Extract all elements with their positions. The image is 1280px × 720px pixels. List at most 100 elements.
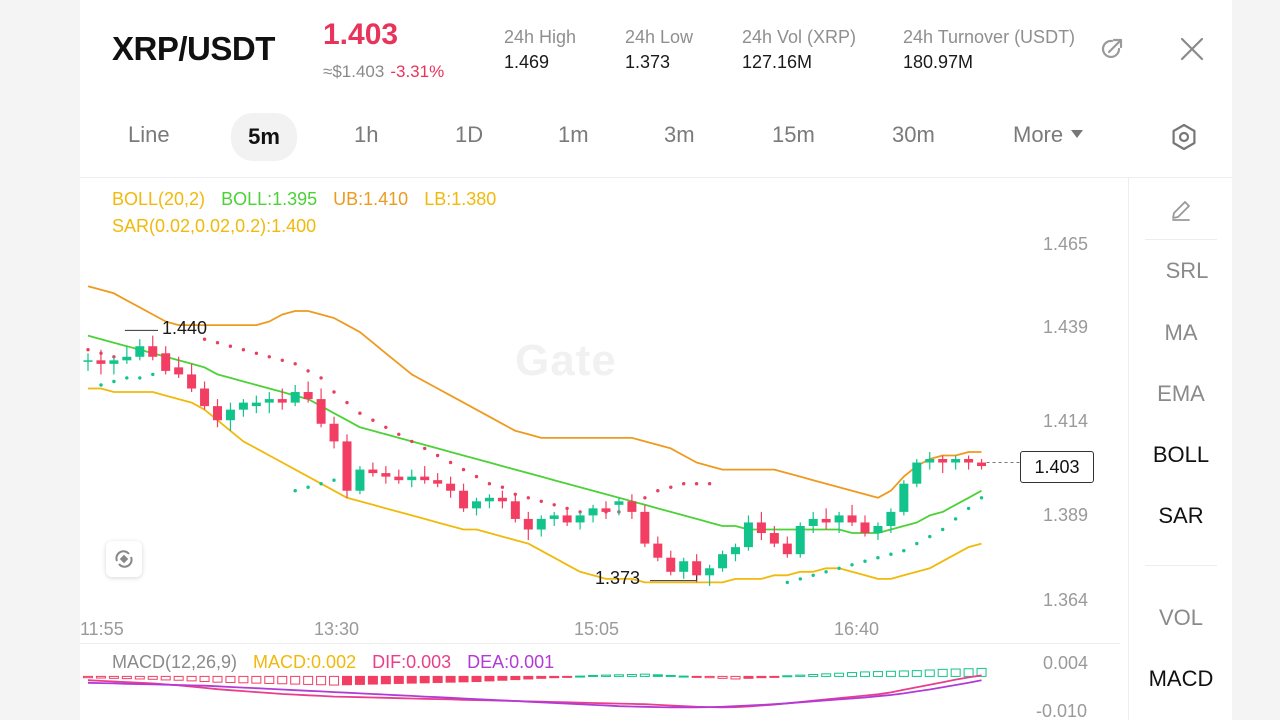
interval-line[interactable]: Line [128,122,170,147]
indicator-ma[interactable]: MA [1164,320,1198,345]
candle-body [679,561,689,572]
price-chart[interactable] [80,180,1120,720]
interval-5m[interactable]: 5m [231,113,297,161]
edit-indicators-button[interactable] [1129,196,1233,230]
stat-label: 24h Vol (XRP) [742,27,857,47]
interval-1h[interactable]: 1h [354,122,379,147]
candle-body [666,557,676,572]
gate-watermark: Gate [515,336,617,385]
macd-histogram-bar [976,667,987,677]
boll-mid-line [87,334,982,534]
macd-histogram-bar [497,675,508,681]
indicator-ema[interactable]: EMA [1157,381,1205,406]
candle-body [510,501,520,519]
macd-histogram-bar [717,675,728,679]
macd-histogram-bar [756,675,767,679]
caret-down-icon [1071,130,1084,138]
candle-body [640,511,650,544]
indicator-boll[interactable]: BOLL [1152,442,1210,467]
macd-histogram-bar [510,675,521,681]
candle-body [756,522,766,534]
sar-dot [99,383,103,387]
candle-body [731,547,740,555]
share-icon[interactable] [1097,34,1127,64]
settings-icon[interactable] [1169,122,1199,152]
macd-histogram-bar [834,672,845,677]
macd-histogram-bar [134,675,145,680]
x-tick: 15:05 [574,619,620,639]
macd-histogram-bar [212,675,223,683]
sar-dot [850,563,854,567]
candle-body [873,525,883,534]
candle-body [394,476,404,481]
interval-15m[interactable]: 15m [772,122,815,147]
macd-histogram-bar [238,675,249,684]
sar-dot [423,446,427,451]
interval-3m[interactable]: 3m [664,122,695,147]
sar-dot [112,379,116,384]
drawing-mode-toggle[interactable] [106,541,142,577]
sar-dot [306,485,310,489]
candle-body [497,497,507,502]
candle-body [821,518,831,523]
high-marker-label: 1.440 [162,318,208,338]
candle-body [316,399,326,424]
macd-histogram-bar [782,675,793,678]
sar-dot [707,482,712,486]
sar-dot [461,467,466,472]
macd-histogram-bar [860,671,870,677]
indicator-sar[interactable]: SAR [1158,503,1204,528]
sar-dot [241,348,246,352]
macd-histogram-bar [575,675,586,678]
candle-body [886,511,896,526]
sar-dot [254,351,259,355]
macd-histogram-bar [601,674,611,677]
sar-dot [267,355,271,359]
candle-body [381,473,391,477]
indicator-srl[interactable]: SRL [1165,258,1209,283]
macd-histogram-bar [419,675,430,684]
sar-dot [293,362,297,366]
stat-label: 24h Turnover (USDT) [903,27,1076,47]
macd-histogram-bar [406,675,417,684]
macd-histogram-bar [898,670,909,677]
macd-histogram-bar [354,675,365,685]
stat-label: 24h High [504,27,577,47]
macd-histogram-bar [769,675,780,678]
candle-body [122,356,132,361]
macd-histogram-bar [652,674,663,677]
macd-histogram-bar [963,668,974,677]
interval-1d[interactable]: 1D [455,122,484,147]
sar-dot [694,482,699,486]
sar-dot [332,478,336,482]
stat-value: 127.16M [742,52,813,72]
macd-histogram-bar [147,675,158,680]
usd-price: ≈$1.403 [323,62,385,81]
indicator-vol[interactable]: VOL [1158,605,1204,630]
interval-more[interactable]: More [1013,122,1084,148]
candle-body [472,501,481,509]
candle-body [96,360,106,364]
candle-body [225,409,235,421]
y-tick: 1.439 [1043,317,1089,337]
close-icon[interactable] [1177,34,1207,64]
stat-value: 1.469 [504,52,550,72]
macd-histogram-bar [872,671,883,677]
macd-histogram-bar [821,673,832,677]
macd-dea-line [87,679,982,709]
candle-body [187,374,197,389]
sar-dot [902,549,906,553]
sar-dot [941,527,945,532]
candle-body [614,501,624,505]
interval-30m[interactable]: 30m [892,122,935,147]
sar-dot [319,482,323,486]
macd-histogram-bar [251,675,262,684]
sar-dot [358,411,362,415]
stat-24h-low: 24h Low 1.373 [625,27,693,73]
macd-histogram-bar [523,675,534,680]
indicator-macd[interactable]: MACD [1148,666,1214,691]
interval-1m[interactable]: 1m [558,122,589,147]
y-tick: 1.364 [1043,590,1089,610]
macd-histogram-bar [795,674,806,677]
sar-dot [811,573,815,577]
